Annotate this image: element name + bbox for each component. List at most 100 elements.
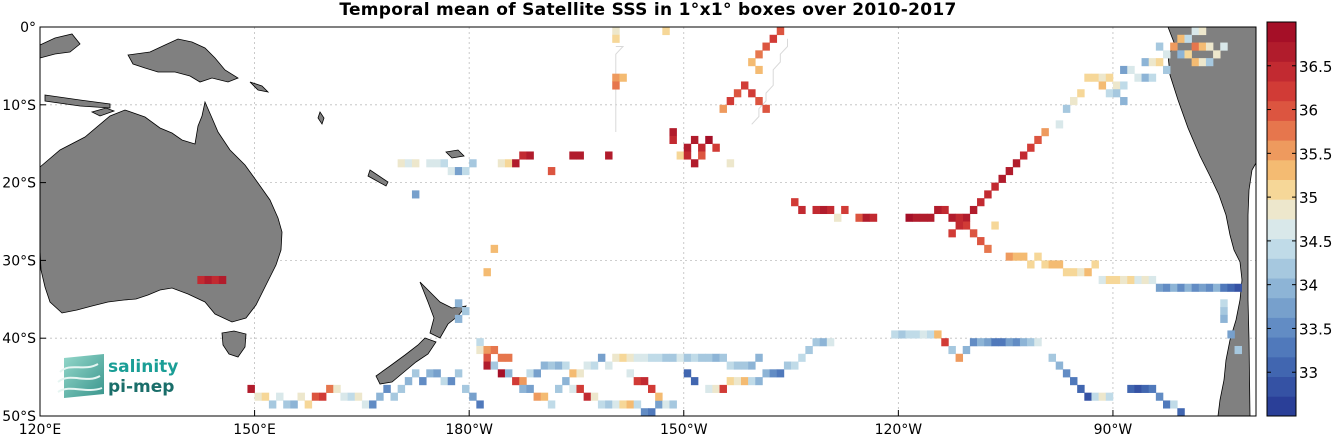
sss-cell [791, 361, 799, 370]
sss-cell [1084, 392, 1092, 401]
sss-cell [1070, 97, 1078, 106]
sss-cell [648, 353, 656, 362]
sss-cell [662, 400, 670, 409]
sss-cell [512, 159, 520, 168]
sss-cell [1112, 89, 1121, 98]
sss-cell [469, 159, 477, 168]
sss-cell [290, 400, 298, 409]
sss-cell [504, 159, 513, 168]
sss-cell [1055, 361, 1064, 370]
sss-cell [254, 392, 263, 401]
sss-cell [1127, 65, 1135, 74]
sss-cell [397, 384, 406, 393]
sss-cell [812, 338, 820, 347]
sss-cell [619, 73, 627, 82]
sss-cell [669, 400, 677, 409]
sss-cell [1062, 268, 1071, 277]
colorbar-segment [1267, 278, 1296, 299]
sss-cell [755, 50, 763, 59]
sss-cell [705, 353, 713, 362]
sss-cell [612, 81, 620, 90]
sss-cell [276, 392, 284, 401]
sss-cell [812, 205, 820, 215]
sss-cell [1034, 135, 1042, 144]
sss-cell [476, 345, 484, 355]
sss-cell [1141, 73, 1149, 82]
sss-cell [905, 213, 913, 222]
map-title: Temporal mean of Satellite SSS in 1°x1° … [339, 0, 957, 20]
sss-cell [733, 89, 742, 98]
sss-cell [819, 205, 828, 215]
sss-cell [1234, 345, 1242, 355]
sss-cell [1027, 143, 1035, 152]
y-tick-label: 50°S [2, 409, 36, 425]
sss-cell [662, 27, 670, 36]
sss-cell [1220, 299, 1228, 308]
sss-cell [390, 392, 398, 401]
sss-cell [454, 167, 463, 176]
sss-cell [690, 377, 699, 386]
sss-cell [655, 400, 663, 409]
sss-cell [1141, 58, 1149, 67]
land-masses [39, 26, 1257, 417]
sss-cell [612, 353, 620, 362]
sss-cell [755, 65, 763, 74]
sss-cell [912, 213, 921, 222]
sss-cell [626, 369, 634, 378]
sss-cell [311, 392, 320, 401]
sss-cell [733, 361, 742, 370]
sss-cell [640, 353, 649, 362]
sss-cell [962, 345, 971, 355]
sss-cell [948, 345, 956, 355]
sss-cell [1198, 27, 1207, 36]
sss-cell [1170, 42, 1178, 51]
sss-cell [619, 400, 627, 409]
sss-cell [1091, 260, 1099, 269]
sss-cell [984, 338, 992, 347]
sss-cell [805, 345, 813, 355]
sss-cell [1012, 252, 1021, 261]
sss-cell [648, 408, 656, 417]
y-tick-label: 0° [20, 20, 36, 36]
sss-cell [497, 369, 506, 378]
sss-cell [969, 229, 978, 238]
sss-cell [433, 159, 441, 168]
sss-cell [683, 151, 692, 160]
sss-cell [1091, 392, 1099, 401]
sss-cell [698, 143, 706, 152]
sss-cell [676, 353, 685, 362]
sss-cell [576, 369, 584, 378]
sss-cell [1177, 34, 1185, 43]
sss-cell [698, 353, 706, 362]
sss-cell [791, 198, 799, 207]
sss-cell [926, 330, 935, 339]
colorbar-frame [1266, 21, 1297, 417]
landmass-tasmania [221, 330, 247, 358]
sss-cell [798, 353, 806, 362]
sss-cell [297, 392, 305, 401]
sss-cell [1141, 275, 1149, 285]
sss-cell [1155, 58, 1164, 67]
sss-cell [547, 167, 556, 176]
sss-cell [769, 34, 778, 43]
sss-cell [218, 275, 227, 285]
sss-cell [1213, 283, 1221, 292]
sss-cell [583, 361, 592, 370]
sss-cell [1098, 81, 1107, 90]
sss-cell [1155, 283, 1164, 292]
sss-cell [1170, 283, 1178, 292]
y-tick-label: 40°S [2, 331, 36, 347]
sss-cell [1198, 42, 1207, 51]
sss-cell [1191, 283, 1200, 292]
sss-cell [1184, 34, 1192, 43]
colorbar-segment [1267, 179, 1296, 200]
sss-cell [476, 400, 484, 409]
sss-cell [197, 275, 205, 285]
sss-cell [1019, 252, 1028, 261]
sss-cell [712, 143, 720, 152]
sss-cell [612, 73, 620, 82]
landmass-south-america [1167, 26, 1257, 417]
sss-cell [476, 338, 484, 347]
sss-cell [1027, 338, 1035, 347]
